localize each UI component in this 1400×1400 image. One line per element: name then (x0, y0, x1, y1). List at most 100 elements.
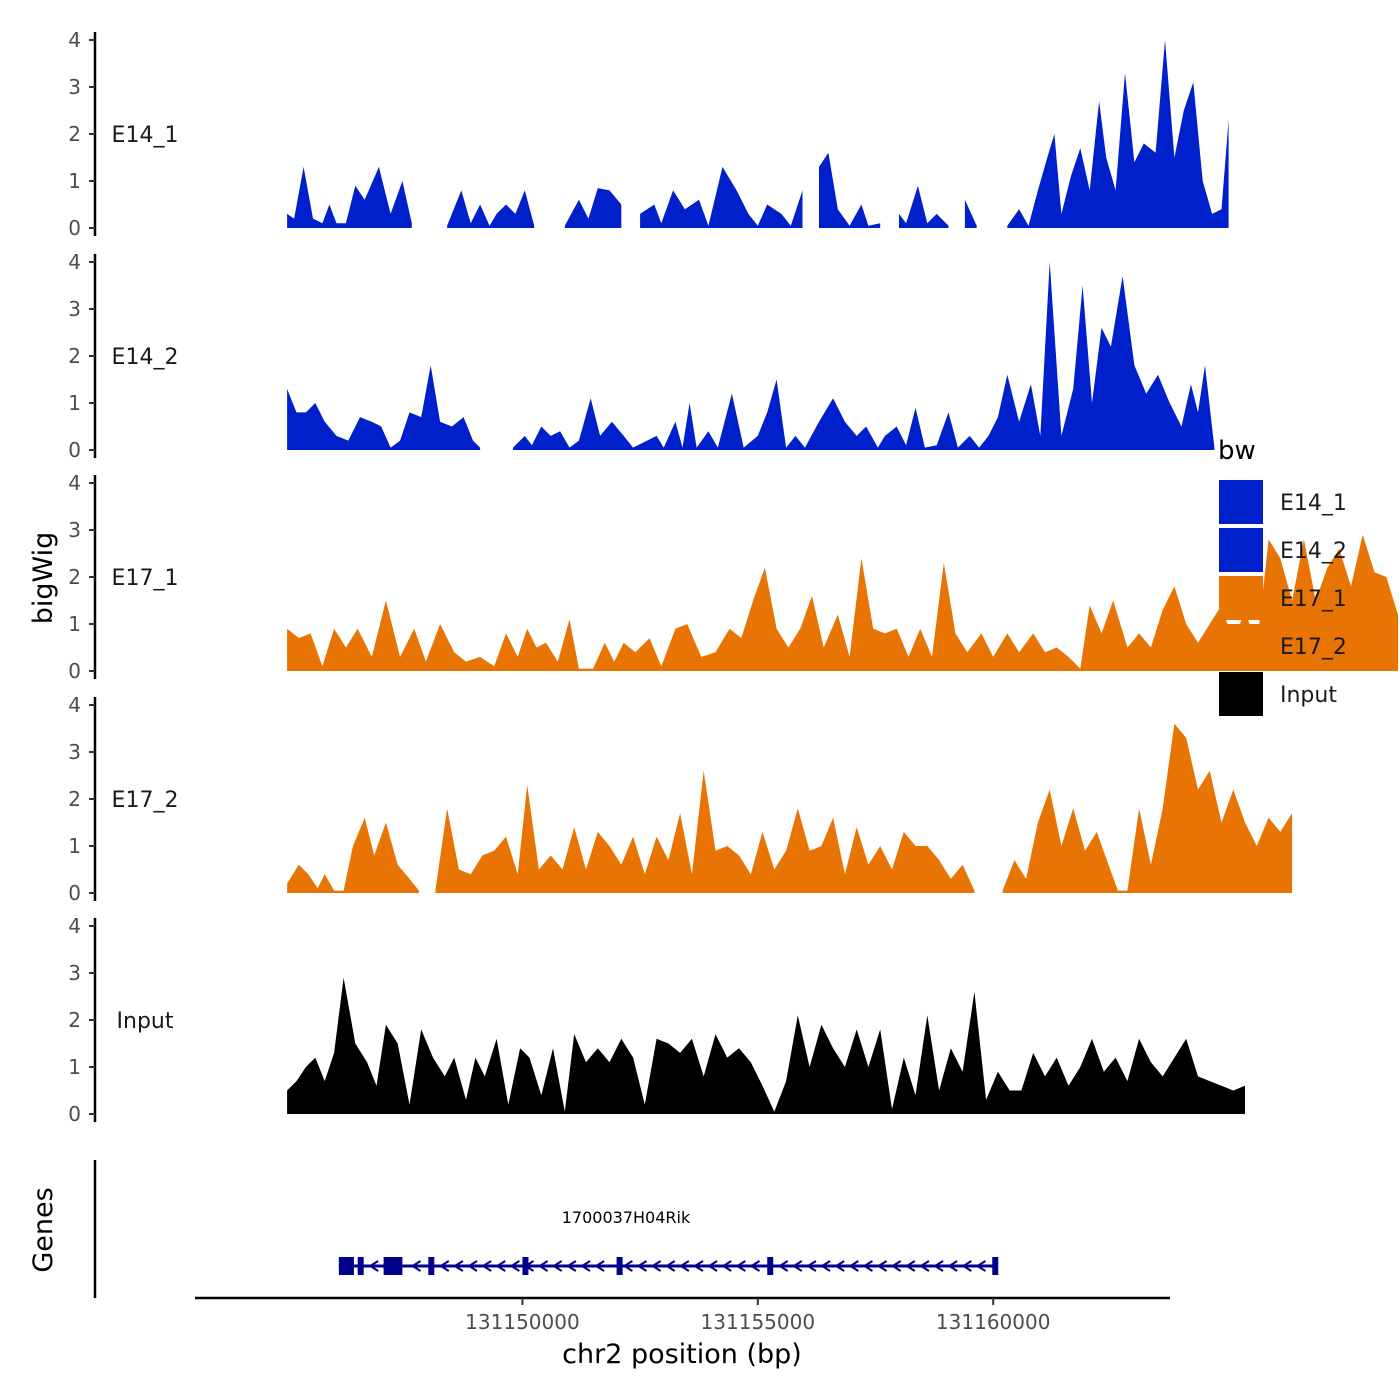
y-tick-label: 0 (68, 216, 81, 240)
y-tick-label: 0 (68, 438, 81, 462)
y-tick-label: 3 (68, 75, 81, 99)
track-e14-1: 0 1 2 3 4 E14_1 (68, 28, 1229, 240)
legend-label: E14_1 (1280, 491, 1347, 516)
signal-area (1007, 40, 1229, 228)
track-e17-1: 0 1 2 3 4 E17_1 (68, 471, 1399, 683)
track-e17-2: 0 1 2 3 4 E17_2 (68, 693, 1293, 905)
legend-label: E14_2 (1280, 539, 1347, 564)
signal-area (447, 190, 535, 228)
signal-area (287, 817, 419, 893)
y-tick-label: 2 (68, 344, 81, 368)
strand-arrow-icon (904, 1260, 916, 1272)
gene-track: 1700037H04Rik (93, 1160, 999, 1298)
legend-swatch (1219, 480, 1263, 524)
signal-tracks: 0 1 2 3 4 E14_1 0 1 2 3 4 E14_2 0 1 2 3 4 E17_1 0 1 2 3 4 E17_2… (68, 28, 1399, 1126)
strand-arrow-icon (594, 1260, 605, 1272)
strand-arrow-icon (368, 1260, 379, 1272)
y-tick-label: 1 (68, 391, 81, 415)
gene-exon (767, 1257, 774, 1275)
strand-arrow-icon (707, 1260, 718, 1272)
y-tick-label: 1 (68, 612, 81, 636)
signal-area (1002, 723, 1293, 893)
signal-area (640, 166, 803, 228)
track-label: E17_1 (112, 566, 179, 591)
strand-arrow-icon (806, 1260, 817, 1272)
y-tick-label: 4 (68, 914, 81, 938)
y-tick-label: 4 (68, 28, 81, 52)
y-tick-label: 2 (68, 565, 81, 589)
strand-arrow-icon (749, 1260, 760, 1272)
signal-area (435, 770, 975, 893)
strand-arrow-icon (777, 1260, 789, 1272)
strand-arrow-icon (947, 1260, 958, 1272)
legend-swatch (1219, 624, 1263, 668)
legend-label: Input (1280, 683, 1337, 708)
gene-exon (428, 1257, 435, 1275)
y-tick-label: 3 (68, 740, 81, 764)
x-tick-label: 131150000 (465, 1310, 580, 1334)
strand-arrow-icon (565, 1260, 577, 1272)
y-tick-label: 0 (68, 881, 81, 905)
y-tick-label: 1 (68, 169, 81, 193)
gene-name-label: 1700037H04Rik (562, 1208, 691, 1227)
legend-label: E17_2 (1280, 635, 1347, 660)
y-tick-label: 1 (68, 1055, 81, 1079)
track-label: E14_2 (112, 345, 179, 370)
x-tick-label: 131155000 (701, 1310, 816, 1334)
strand-arrow-icon (693, 1260, 704, 1272)
strand-arrow-icon (664, 1260, 676, 1272)
signal-area (564, 188, 622, 228)
strand-arrow-icon (580, 1260, 591, 1272)
gene-exon (522, 1257, 529, 1275)
strand-arrow-icon (791, 1260, 803, 1272)
signal-area (513, 262, 1215, 450)
strand-arrow-icon (961, 1260, 972, 1272)
strand-arrow-icon (890, 1260, 902, 1272)
strand-arrow-icon (933, 1260, 944, 1272)
gene-exon (357, 1257, 364, 1275)
genes-axis-title: Genes (28, 1187, 59, 1272)
strand-arrow-icon (636, 1260, 648, 1272)
y-tick-label: 0 (68, 659, 81, 683)
gene-exon (616, 1257, 623, 1275)
strand-arrow-icon (467, 1260, 478, 1272)
legend-title: bw (1218, 436, 1256, 466)
gene-exon (383, 1257, 403, 1275)
strand-arrow-icon (438, 1260, 450, 1272)
strand-arrow-icon (820, 1260, 831, 1272)
gene-exon (992, 1257, 999, 1275)
legend-swatch (1219, 576, 1263, 620)
y-tick-label: 4 (68, 693, 81, 717)
track-label: Input (117, 1009, 174, 1034)
strand-arrow-icon (721, 1260, 732, 1272)
strand-arrow-icon (975, 1260, 986, 1272)
strand-arrow-icon (735, 1260, 746, 1272)
signal-area (287, 166, 412, 228)
track-label: E14_1 (112, 123, 179, 148)
track-label: E17_2 (112, 788, 179, 813)
y-axis-title: bigWig (28, 532, 59, 625)
y-tick-label: 4 (68, 250, 81, 274)
x-axis-title: chr2 position (bp) (562, 1339, 802, 1370)
strand-arrow-icon (862, 1260, 873, 1272)
strand-arrow-icon (622, 1260, 633, 1272)
y-tick-label: 4 (68, 471, 81, 495)
signal-area (287, 365, 481, 450)
strand-arrow-icon (537, 1260, 549, 1272)
strand-arrow-icon (876, 1260, 888, 1272)
y-tick-label: 3 (68, 961, 81, 985)
y-tick-label: 2 (68, 122, 81, 146)
signal-area (819, 152, 881, 228)
y-tick-label: 0 (68, 1102, 81, 1126)
strand-arrow-icon (551, 1260, 563, 1272)
strand-arrow-icon (410, 1260, 422, 1272)
x-axis: 131150000 131155000 131160000 (195, 1296, 1170, 1334)
legend-swatch (1219, 528, 1263, 572)
x-tick-label: 131160000 (936, 1310, 1051, 1334)
signal-area (287, 977, 1246, 1114)
strand-arrow-icon (650, 1260, 662, 1272)
strand-arrow-icon (453, 1260, 464, 1272)
legend-label: E17_1 (1280, 587, 1347, 612)
y-tick-label: 3 (68, 518, 81, 542)
signal-area (899, 185, 949, 228)
